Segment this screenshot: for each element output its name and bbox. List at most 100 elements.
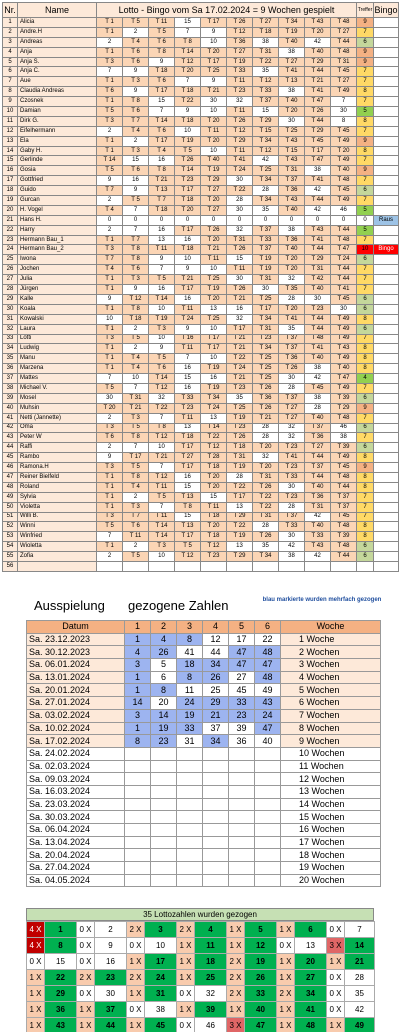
player-number: T 25 [252,293,279,305]
player-number: T 17 [174,284,201,295]
lotto-number: 44 [94,1017,127,1032]
draw-row: Sa. 02.03.2024 11 Wochen [26,759,381,774]
player-bingo [373,422,400,434]
player-number: 7 [174,26,201,38]
player-nr: 32 [2,323,18,335]
draw-number [176,861,203,875]
player-number: T 49 [329,195,358,206]
player-number: T 37 [278,511,305,523]
draw-number [228,810,255,824]
player-number: T 5 [148,274,175,286]
player-number: T 48 [304,333,331,345]
player-number: T 5 [174,541,201,553]
lotto-count: 0 X [176,985,195,1002]
player-number: T 21 [304,76,331,88]
ausspielung-title: Ausspielung [34,598,105,613]
draw-number [176,848,203,863]
player-number: T 19 [226,462,253,473]
draw-number: 41 [176,645,203,660]
player-number: T 45 [329,125,358,137]
player-nr: 23 [2,234,18,246]
player-nr: 40 [2,402,18,414]
lotto-number: 26 [244,969,277,986]
player-nr: 6 [2,66,18,78]
player-bingo [373,46,400,58]
player-number: T 48 [329,521,358,533]
player-number: 28 [252,185,279,197]
player-number: T 24 [174,313,201,325]
player-number: 9 [122,66,149,78]
draw-number [124,848,151,863]
player-number: 38 [304,165,331,177]
draw-date: Sa. 17.02.2024 [26,734,125,748]
player-bingo [373,392,400,404]
lotto-number: 32 [194,985,227,1002]
lotto-number: 19 [244,953,277,970]
player-number: 28 [252,422,279,434]
player-number: T 21 [174,274,201,286]
player-number: T 21 [148,175,175,187]
draw-date: Sa. 23.12.2023 [26,632,125,647]
player-number: T 23 [226,382,253,394]
player-number: T 19 [226,412,253,424]
draw-number: 8 [124,734,151,748]
player-number: T 12 [174,56,201,68]
player-number: T 17 [148,86,175,98]
player-number: T 17 [200,56,227,68]
player-number: T 25 [226,402,253,414]
player-number: T 34 [252,135,279,147]
player-number: T 49 [329,155,358,167]
player-number: T 45 [304,135,331,147]
lotto-count: 1 X [226,1001,245,1018]
player-number: T 34 [278,17,305,28]
player-number: T 14 [174,46,201,58]
player-treffer: 9 [356,402,375,414]
lotto-count: 0 X [76,953,95,970]
player-number: T 7 [122,234,149,246]
player-number: T 1 [96,234,123,246]
player-number: T 40 [304,521,331,533]
player-number: T 45 [329,66,358,78]
player-bingo [373,66,400,78]
player-treffer: 8 [356,363,375,375]
player-number: T 8 [122,254,149,266]
player-number: T 5 [122,462,149,473]
draw-week: 5 Wochen [280,683,381,698]
player-number: 2 [122,323,149,335]
player-treffer: 7 [356,96,375,108]
lotto-count: 1 X [126,985,145,1002]
player-number: 0 [329,214,358,226]
player-bingo [373,17,400,28]
player-number: 15 [174,17,201,28]
draw-number [150,861,177,875]
player-number: T 8 [148,422,175,434]
player-number: T 24 [226,363,253,375]
player-number: 30 [278,373,305,384]
draw-number [150,746,177,761]
lotto-number: 38 [144,1001,177,1018]
draw-number: 24 [254,708,281,723]
player-number: 9 [122,185,149,197]
draw-row: Sa. 17.02.2024 8 23 31 34 36 40 9 Wochen [26,734,381,748]
player-number: T 27 [304,442,331,454]
player-nr: 37 [2,373,18,384]
player-bingo [373,551,400,562]
draw-week: 6 Wochen [280,696,381,710]
player-name: Laura [17,323,97,335]
player-number: T 19 [200,363,227,375]
player-number: T 41 [304,86,331,98]
player-number: T 4 [122,125,149,137]
player-number: T 14 [148,293,175,305]
player-nr: 14 [2,145,18,157]
player-number: 7 [122,204,149,216]
player-nr: 36 [2,363,18,375]
draw-number [254,848,281,863]
player-number: 9 [148,56,175,68]
lotto-number: 25 [194,969,227,986]
player-number: T 39 [329,531,358,543]
player-number: T 49 [329,135,358,147]
